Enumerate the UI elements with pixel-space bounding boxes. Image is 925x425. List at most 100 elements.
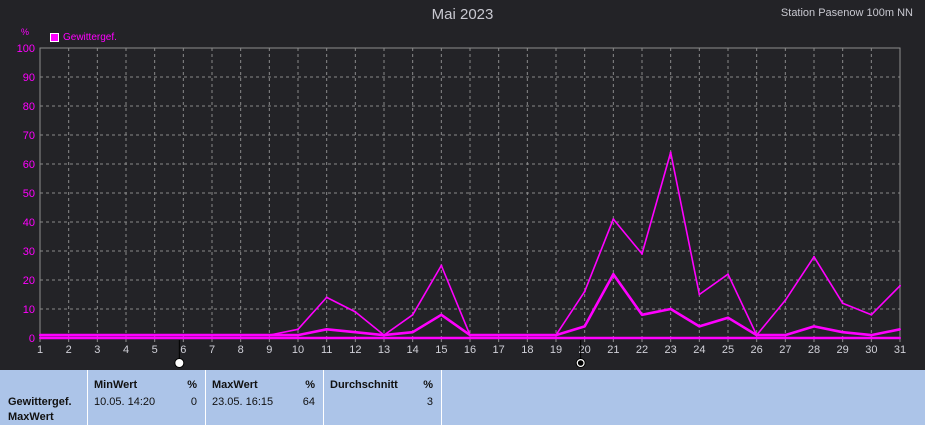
data-point-avg xyxy=(411,331,414,334)
y-tick-label: 80 xyxy=(23,101,35,113)
data-point-avg xyxy=(354,331,357,334)
data-point-avg xyxy=(239,334,242,337)
x-tick-label: 19 xyxy=(550,344,562,356)
data-point-avg xyxy=(583,325,586,328)
x-tick-label: 11 xyxy=(321,344,332,356)
max-unit: % xyxy=(305,379,315,391)
x-tick-label: 23 xyxy=(665,344,677,356)
y-tick-label: 0 xyxy=(29,333,35,345)
min-value: 0 xyxy=(190,396,197,408)
x-tick-label: 15 xyxy=(435,344,447,356)
data-point-avg xyxy=(469,334,471,337)
data-point-min xyxy=(526,337,529,339)
data-point-avg xyxy=(497,334,500,337)
data-point-avg xyxy=(297,334,299,337)
data-point-avg xyxy=(669,308,672,310)
min-header: MinWert xyxy=(94,379,138,391)
data-point-max xyxy=(841,302,844,305)
row-label-cell: Gewittergef. MaxWert xyxy=(0,370,88,425)
data-point-min xyxy=(841,337,844,339)
chart-title: Mai 2023 xyxy=(431,6,494,23)
data-point-min xyxy=(784,337,787,339)
x-tick-label: 18 xyxy=(521,344,533,356)
data-point-max xyxy=(727,273,729,276)
x-tick-label: 21 xyxy=(607,344,619,356)
data-point-min xyxy=(497,337,500,339)
x-tick-label: 9 xyxy=(266,344,272,356)
data-point-min xyxy=(727,337,729,339)
data-point-min xyxy=(125,337,127,339)
data-point-max xyxy=(698,293,701,296)
data-point-min xyxy=(39,337,41,339)
data-point-min xyxy=(755,337,758,339)
data-point-avg xyxy=(612,273,615,276)
y-tick-label: 70 xyxy=(23,130,35,142)
data-point-min xyxy=(698,337,701,339)
data-point-max xyxy=(583,290,586,293)
data-point-min xyxy=(669,337,672,339)
data-point-min xyxy=(612,337,615,339)
moon-full-icon xyxy=(174,358,185,368)
x-tick-label: 20 xyxy=(579,344,591,356)
row-label-line2: MaxWert xyxy=(8,411,54,423)
data-point-avg xyxy=(125,334,127,337)
data-point-min xyxy=(354,337,357,339)
data-point-avg xyxy=(641,313,643,316)
data-point-max xyxy=(870,313,873,316)
data-point-avg xyxy=(526,334,529,337)
x-tick-label: 26 xyxy=(751,344,763,356)
data-point-max xyxy=(813,255,815,258)
data-point-max xyxy=(899,284,901,287)
y-tick-label: 90 xyxy=(23,72,35,84)
moon-new-inner-icon xyxy=(577,360,584,366)
x-tick-label: 24 xyxy=(693,344,705,356)
data-point-max xyxy=(612,218,615,221)
data-point-min xyxy=(813,337,815,339)
data-point-min xyxy=(555,337,557,339)
data-point-min xyxy=(641,337,643,339)
y-tick-label: 20 xyxy=(23,275,35,287)
data-point-max xyxy=(440,264,443,267)
data-point-min xyxy=(182,337,185,339)
data-point-min xyxy=(899,337,901,339)
x-tick-label: 22 xyxy=(636,344,648,356)
data-point-max xyxy=(297,328,299,331)
x-tick-label: 25 xyxy=(722,344,734,356)
x-tick-label: 28 xyxy=(808,344,820,356)
max-value: 64 xyxy=(302,396,315,408)
data-point-min xyxy=(96,337,99,339)
min-date: 10.05. 14:20 xyxy=(94,396,156,408)
max-date: 23.05. 16:15 xyxy=(212,396,274,408)
x-tick-label: 2 xyxy=(66,344,72,356)
avg-header: Durchschnitt xyxy=(330,379,398,391)
data-point-avg xyxy=(727,316,729,319)
data-point-min xyxy=(325,337,328,339)
data-point-min xyxy=(297,337,299,339)
y-tick-label: 100 xyxy=(17,43,35,55)
data-point-max xyxy=(411,313,414,316)
data-point-max xyxy=(669,151,672,154)
data-point-avg xyxy=(440,313,443,316)
data-point-avg xyxy=(39,334,41,337)
x-tick-label: 29 xyxy=(837,344,849,356)
x-tick-label: 5 xyxy=(152,344,158,356)
data-point-avg xyxy=(383,334,385,337)
x-tick-label: 17 xyxy=(493,344,505,356)
data-point-min xyxy=(383,337,385,339)
data-point-min xyxy=(211,337,213,339)
station-label: Station Pasenow 100m NN xyxy=(780,7,913,19)
data-point-min xyxy=(268,337,271,339)
data-point-avg xyxy=(698,325,701,328)
x-tick-label: 14 xyxy=(407,344,419,356)
data-point-avg xyxy=(325,328,328,331)
y-tick-label: 40 xyxy=(23,217,35,229)
x-tick-label: 27 xyxy=(779,344,791,356)
data-point-min xyxy=(870,337,873,339)
x-tick-label: 1 xyxy=(37,344,43,356)
max-header: MaxWert xyxy=(212,379,258,391)
y-tick-label: 50 xyxy=(23,188,35,200)
data-point-max xyxy=(354,310,357,313)
x-tick-label: 4 xyxy=(123,344,129,356)
y-tick-label: 10 xyxy=(23,304,35,316)
x-tick-label: 3 xyxy=(94,344,100,356)
